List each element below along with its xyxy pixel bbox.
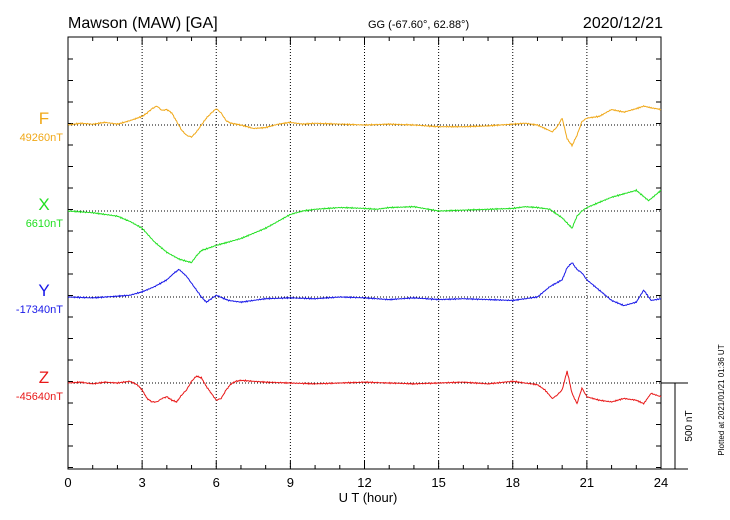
series-name-f: F [39, 109, 49, 128]
series-line-f [67, 104, 662, 148]
x-tick-label: 6 [213, 475, 220, 490]
series-baseline-z: -45640nT [16, 391, 63, 403]
series-name-z: Z [39, 368, 49, 387]
series-baseline-y: -17340nT [16, 304, 63, 316]
series-name-y: Y [38, 281, 49, 300]
series-line-y [67, 262, 662, 307]
x-tick-label: 15 [431, 475, 445, 490]
series-line-x [67, 188, 662, 264]
x-tick-label: 18 [506, 475, 520, 490]
series-labels: F 49260nT X 6610nT Y -17340nT Z -45640nT [16, 109, 63, 403]
x-tick-label: 3 [139, 475, 146, 490]
plotted-note: Plotted at 2021/01/21 01:36 UT [717, 344, 726, 455]
date-label: 2020/12/21 [583, 15, 663, 32]
series-line-z [67, 370, 662, 405]
gridlines [68, 37, 661, 469]
scale-bar-label: 500 nT [684, 410, 695, 441]
x-tick-label: 0 [64, 475, 71, 490]
x-tick-labels: 0 3 6 9 12 15 18 21 24 [64, 475, 668, 490]
chart-title: Mawson (MAW) [GA] [68, 15, 218, 32]
series-baseline-f: 49260nT [20, 132, 64, 144]
coordinates-label: GG (-67.60°, 62.88°) [368, 19, 469, 31]
x-tick-label: 9 [287, 475, 294, 490]
series-group [67, 104, 662, 405]
x-tick-label: 12 [357, 475, 371, 490]
series-name-x: X [38, 195, 49, 214]
x-tick-label: 24 [654, 475, 668, 490]
axis-ticks [67, 37, 662, 469]
series-baseline-x: 6610nT [26, 218, 64, 230]
x-axis-label: U T (hour) [339, 490, 398, 505]
x-tick-label: 21 [580, 475, 594, 490]
scale-bar: 500 nT [661, 382, 695, 470]
